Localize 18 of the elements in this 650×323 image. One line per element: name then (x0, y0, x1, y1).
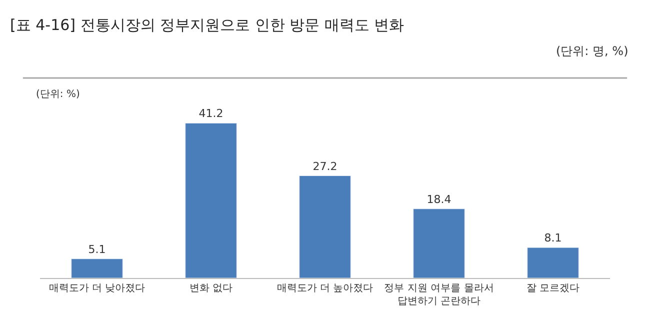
data-label: 5.1 (88, 242, 106, 256)
bar (527, 247, 579, 278)
x-tick-label: 매력도가 더 높아졌다 (276, 283, 374, 294)
data-label: 18.4 (426, 192, 452, 206)
data-label: 8.1 (544, 232, 562, 245)
x-tick-label: 잘 모르겠다 (526, 283, 580, 294)
data-label: 41.2 (198, 107, 224, 120)
bar (413, 208, 465, 278)
chart-title: [표 4-16] 전통시장의 정부지원으로 인한 방문 매력도 변화 (10, 16, 404, 34)
bar (185, 122, 237, 278)
bar (299, 176, 351, 278)
x-tick-label: 변화 없다 (189, 283, 233, 294)
x-tick-label: 매력도가 더 낮아졌다 (48, 283, 146, 294)
text: (단위: %) (36, 89, 80, 100)
chart-subtitle: (단위: 명, %) (556, 44, 628, 58)
data-label: 27.2 (312, 160, 338, 173)
x-tick-label: 정부 지원 여부를 몰라서 답변하기 곤란하다 (384, 283, 494, 307)
bar (71, 258, 123, 278)
